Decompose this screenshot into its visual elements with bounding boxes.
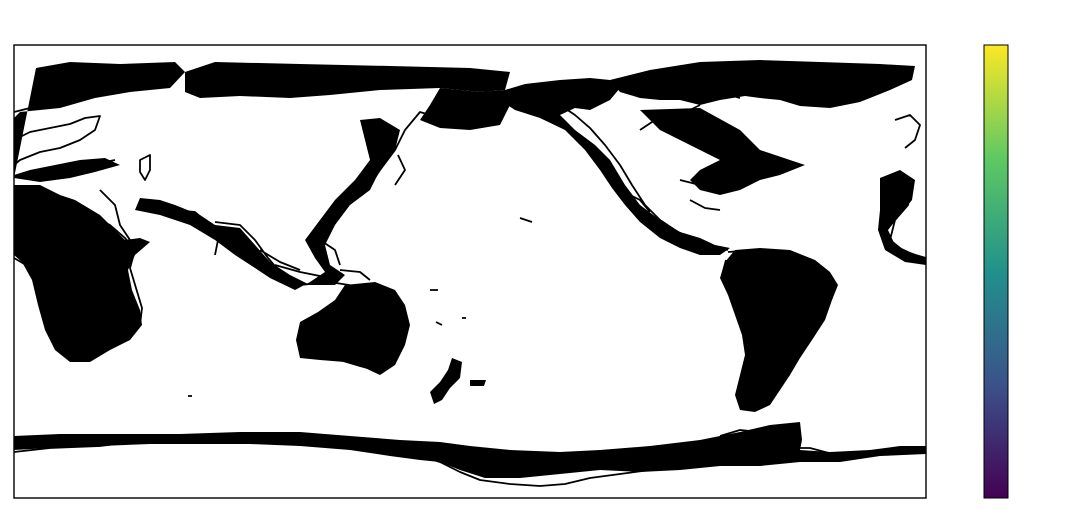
coastline-pacific-islands [188,217,533,397]
region-new-zealand [430,358,486,404]
region-north-asia [185,62,510,98]
coastline-africa [13,191,143,359]
coastline-siberia [189,79,491,93]
coscat-regions [14,60,926,478]
coastline-south-america [721,249,833,411]
coastline-north-america [499,89,791,251]
coastline-antarctica [13,427,926,487]
coastline-east-asia [317,91,501,277]
coastline-arctic-islands [619,65,906,103]
coastline-south-asia [99,189,341,283]
coastline-east-edge [884,114,927,259]
coastlines [13,65,927,487]
region-far-east [420,88,510,130]
coastline-indonesia [274,264,371,287]
region-antarctica [14,422,926,478]
colorbar [983,44,1009,499]
region-africa [14,170,926,362]
colorbar-gradient [983,44,1009,499]
map-frame [13,44,927,499]
map-panel [13,44,927,499]
region-canadian-arctic [610,60,915,108]
region-europe [14,62,185,182]
region-australia [296,282,410,375]
region-north-america [500,78,805,255]
coastline-australia [301,287,405,371]
region-south-america [720,248,838,412]
coastline-europe [13,69,151,177]
coastline-new-zealand [433,359,461,401]
coastline-caspian [139,154,151,181]
